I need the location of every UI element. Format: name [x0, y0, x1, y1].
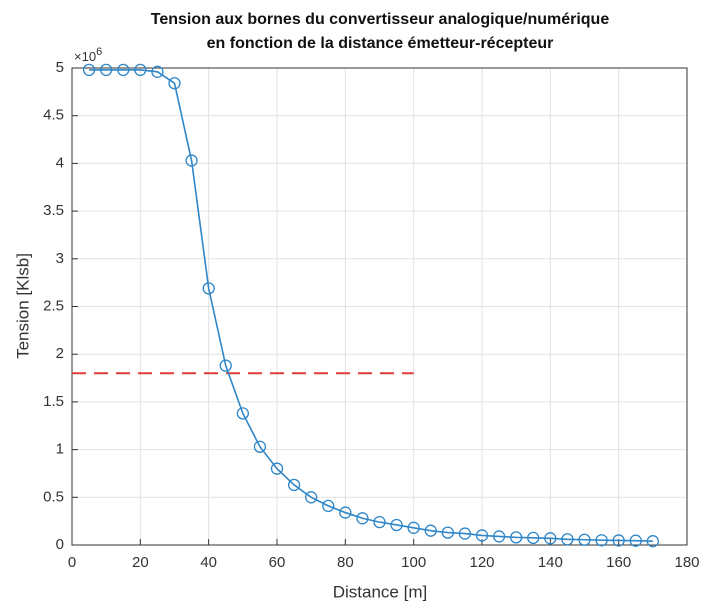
data-marker [595, 534, 608, 547]
data-marker [390, 518, 403, 532]
data-marker [561, 533, 574, 546]
y-tick-label: 0.5 [43, 488, 64, 505]
x-tick-label: 120 [469, 554, 494, 571]
y-tick-label: 4 [56, 154, 64, 171]
data-marker [185, 154, 198, 167]
data-marker [202, 282, 215, 295]
data-marker [117, 63, 130, 77]
data-marker [356, 512, 369, 525]
x-tick-label: 100 [401, 554, 426, 571]
data-marker [100, 63, 113, 77]
data-marker [305, 491, 318, 504]
data-marker [527, 531, 540, 544]
data-marker [219, 359, 232, 372]
x-tick-label: 60 [269, 554, 286, 571]
chart-title-line: Tension aux bornes du convertisseur anal… [151, 11, 610, 28]
data-marker [322, 499, 335, 513]
x-tick-label: 40 [200, 554, 217, 571]
y-tick-label: 2.5 [43, 297, 64, 314]
x-axis-label: Distance [m] [333, 582, 427, 601]
data-marker [510, 531, 523, 544]
data-marker [458, 527, 472, 540]
x-tick-label: 20 [132, 554, 149, 571]
data-marker [82, 63, 96, 77]
y-tick-label: 0 [56, 536, 64, 553]
x-tick-label: 160 [606, 554, 631, 571]
data-marker [373, 515, 386, 529]
data-marker [339, 506, 352, 519]
y-tick-label: 1 [56, 441, 64, 458]
data-marker [492, 530, 506, 543]
y-tick-label: 5 [56, 59, 64, 76]
data-marker [134, 63, 147, 77]
y-tick-label: 3.5 [43, 202, 64, 219]
x-tick-label: 80 [337, 554, 354, 571]
data-line [89, 69, 653, 542]
x-tick-label: 0 [68, 554, 76, 571]
y-multiplier-exponent: 6 [96, 46, 102, 58]
data-marker [168, 77, 181, 90]
data-marker [646, 535, 659, 548]
plot-frame [71, 67, 688, 546]
data-marker [151, 65, 164, 78]
data-marker [578, 533, 591, 546]
data-marker [441, 526, 454, 539]
data-marker [407, 521, 420, 534]
x-tick-label: 140 [538, 554, 563, 571]
data-marker [236, 407, 249, 420]
data-marker [270, 462, 284, 475]
data-marker [424, 524, 437, 537]
data-marker [629, 534, 642, 547]
data-marker [612, 534, 625, 547]
y-tick-label: 1.5 [43, 393, 64, 410]
chart-title-line: en fonction de la distance émetteur-réce… [207, 35, 554, 52]
data-marker [544, 532, 557, 545]
y-multiplier: ×106 [74, 46, 102, 65]
y-tick-label: 2 [56, 345, 64, 362]
y-tick-label: 3 [56, 250, 64, 267]
data-marker [253, 440, 267, 453]
data-marker [475, 529, 489, 542]
y-tick-label: 4.5 [43, 107, 64, 124]
x-tick-label: 180 [674, 554, 699, 571]
data-marker [287, 478, 301, 492]
y-multiplier-base: ×10 [74, 49, 96, 64]
y-axis-label: Tension [Klsb] [13, 253, 32, 359]
